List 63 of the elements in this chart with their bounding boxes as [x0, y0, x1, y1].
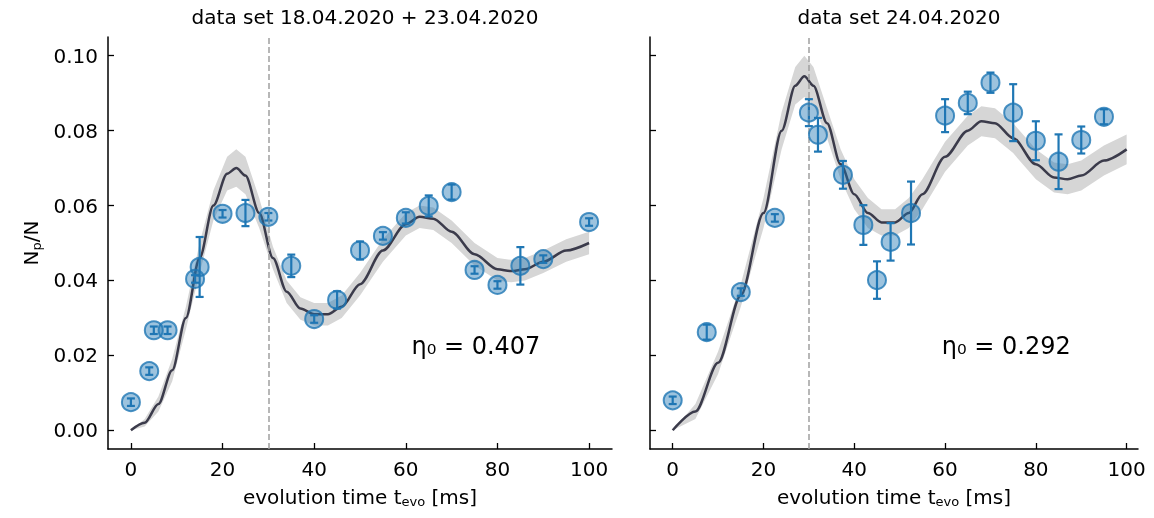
point [157, 320, 178, 341]
point [533, 249, 554, 270]
point [189, 256, 210, 277]
point [1071, 130, 1092, 150]
chart-title: data set 24.04.2020 [797, 5, 1001, 29]
point [798, 102, 819, 123]
point [1003, 102, 1024, 123]
annotation: η₀ = 0.407 [411, 332, 541, 360]
point [696, 322, 717, 343]
point [764, 207, 785, 228]
x-tick-label: 100 [570, 457, 609, 481]
point [418, 195, 439, 216]
point [510, 255, 531, 276]
point [880, 231, 901, 252]
point [372, 225, 393, 246]
x-tick-label: 80 [484, 457, 511, 481]
x-tick-label: 80 [1023, 457, 1049, 481]
annotation: η₀ = 0.292 [941, 332, 1071, 360]
y-tick-label: 0.04 [53, 268, 98, 293]
y-tick-label: 0.00 [53, 418, 98, 443]
point [304, 309, 325, 330]
y-axis-title: Np/N [19, 220, 44, 266]
y-tick-label: 0.02 [53, 343, 98, 368]
y-tick-label: 0.10 [53, 43, 98, 68]
x-tick-label: 40 [301, 457, 327, 481]
point [1093, 106, 1114, 127]
x-tick-label: 20 [209, 457, 236, 481]
point [235, 203, 256, 224]
x-tick-label: 60 [393, 457, 419, 481]
point [1025, 130, 1046, 151]
y-tick-label: 0.06 [53, 193, 98, 218]
point [807, 124, 828, 145]
point [464, 259, 485, 280]
point [139, 361, 160, 382]
point [120, 392, 141, 413]
x-tick-label: 0 [124, 457, 138, 481]
point [867, 270, 887, 291]
point [980, 72, 1001, 93]
point [579, 212, 600, 233]
point [853, 215, 874, 236]
x-tick-label: 0 [666, 457, 680, 481]
x-axis-title: evolution time tevo [ms] [776, 484, 1012, 509]
point [281, 255, 302, 276]
point [935, 105, 956, 126]
x-tick-label: 100 [1107, 457, 1146, 481]
x-tick-label: 20 [750, 457, 777, 481]
point [662, 390, 683, 411]
point [395, 207, 416, 228]
point [957, 92, 978, 113]
point [901, 203, 922, 224]
chart-title: data set 18.04.2020 + 23.04.2020 [191, 5, 539, 29]
point [487, 274, 508, 295]
y-tick-label: 0.08 [53, 118, 98, 143]
point [730, 282, 751, 303]
point [1048, 151, 1069, 172]
point [327, 289, 348, 310]
point [832, 164, 853, 185]
x-tick-label: 40 [841, 457, 868, 481]
point [212, 203, 233, 224]
x-axis-title: evolution time tevo [ms] [242, 484, 478, 509]
point [258, 206, 279, 227]
point [441, 182, 462, 203]
x-tick-label: 60 [932, 457, 958, 481]
